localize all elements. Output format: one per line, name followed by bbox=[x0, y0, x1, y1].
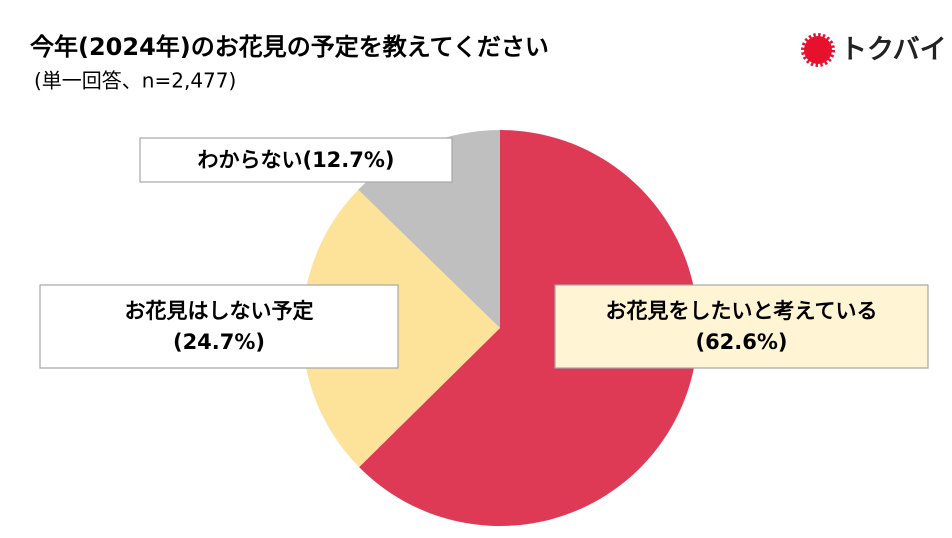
value-label: (24.7%) bbox=[173, 330, 265, 354]
pie-slice bbox=[359, 130, 698, 526]
logo: トクバイ bbox=[801, 33, 947, 67]
label-box bbox=[139, 137, 453, 183]
logo-text: トクバイ bbox=[840, 35, 947, 66]
label-box bbox=[554, 284, 929, 369]
slice-label: わからない bbox=[197, 148, 302, 172]
logo-icon bbox=[801, 33, 835, 67]
chart-subtitle: (単一回答、n=2,477) bbox=[34, 69, 236, 93]
value-label: (12.7%) bbox=[302, 148, 394, 172]
slice-label-group: わからない(12.7%) bbox=[197, 148, 394, 172]
chart-title: 今年(2024年)のお花見の予定を教えてください bbox=[30, 33, 549, 61]
slice-label: お花見をしたいと考えている bbox=[606, 299, 878, 323]
labels: お花見をしたいと考えている (62.6%) お花見はしない予定 (24.7%) わからな… bbox=[39, 137, 929, 369]
pie-slice bbox=[302, 189, 500, 468]
pie bbox=[302, 130, 698, 526]
slice-label: お花見はしない予定 bbox=[125, 299, 314, 323]
value-label: (62.6%) bbox=[695, 330, 787, 354]
label-box bbox=[39, 284, 399, 369]
